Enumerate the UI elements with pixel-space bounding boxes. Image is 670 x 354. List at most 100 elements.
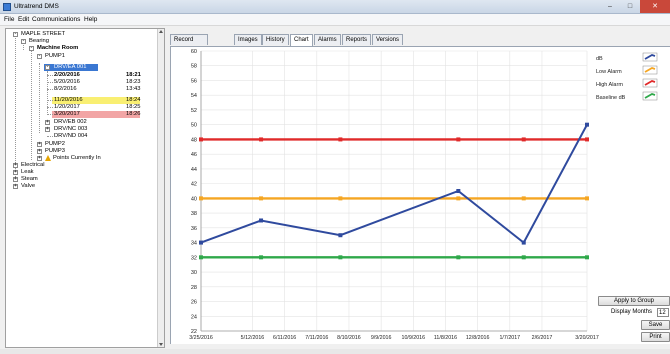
legend-label: Baseline dB	[596, 95, 626, 101]
expand-toggle[interactable]: -	[29, 45, 34, 51]
menu-edit[interactable]: Edit	[18, 16, 30, 23]
data-point	[585, 137, 589, 142]
display-months-input[interactable]: 12	[657, 308, 669, 317]
asset-tree[interactable]: - MAPLE STREET - Bearing - Machine Room …	[5, 28, 165, 348]
maximize-icon[interactable]: □	[627, 3, 633, 10]
y-tick-label: 54	[191, 93, 197, 99]
close-icon[interactable]: ✕	[640, 0, 670, 13]
menu-bar: File Edit Communications Help	[0, 14, 670, 26]
data-point	[338, 137, 343, 142]
tree-node-drv-ea-001[interactable]: DRV/EA 001	[54, 64, 87, 70]
tree-node-reading[interactable]: 5/20/2016 18:23	[54, 79, 144, 86]
tree-node-drv-nd-004[interactable]: DRV/ND 004	[54, 133, 88, 139]
data-point	[259, 196, 264, 201]
expand-toggle[interactable]: -	[37, 53, 42, 59]
menu-help[interactable]: Help	[84, 16, 98, 23]
y-tick-label: 40	[191, 196, 197, 202]
tree-node-pump2[interactable]: PUMP2	[45, 141, 65, 147]
tree-node-drv-eb-002[interactable]: DRV/EB 002	[54, 119, 87, 125]
expand-toggle[interactable]: +	[13, 176, 18, 182]
x-tick-label: 6/11/2016	[273, 335, 296, 341]
tree-node-points-currently-in[interactable]: Points Currently In	[53, 155, 101, 161]
tree-node-reading[interactable]: 1/20/2017 18:25	[54, 104, 144, 111]
tab-record-information[interactable]: Record Information	[170, 34, 209, 53]
reading-time: 18:26	[126, 111, 141, 117]
tree-node-leak[interactable]: Leak	[21, 169, 34, 175]
apply-to-group-button[interactable]: Apply to Group	[598, 296, 670, 306]
y-tick-label: 22	[191, 329, 197, 335]
tree-node-reading[interactable]: 8/2/2016 13:43	[54, 86, 144, 93]
tree-node-maple-street[interactable]: MAPLE STREET	[21, 31, 66, 37]
x-tick-label: 7/11/2016	[305, 335, 328, 341]
expand-toggle[interactable]: -	[13, 31, 18, 37]
tree-node-reading[interactable]: 3/20/2017 18:26	[54, 111, 144, 118]
legend-swatch	[644, 67, 656, 73]
tab-history[interactable]: History	[262, 34, 289, 45]
reading-time: 18:21	[126, 72, 141, 78]
expand-toggle[interactable]: +	[37, 148, 42, 154]
x-tick-label: 1/7/2017	[499, 335, 520, 341]
tab-chart[interactable]: Chart	[290, 34, 313, 46]
data-point	[199, 240, 203, 245]
tree-node-drv-nc-003[interactable]: DRV/NC 003	[54, 126, 88, 132]
reading-time: 18:24	[126, 97, 141, 103]
expand-toggle[interactable]: +	[45, 119, 50, 125]
y-tick-label: 44	[191, 167, 197, 173]
x-tick-label: 2/6/2017	[532, 335, 553, 341]
legend-label: dB	[596, 56, 603, 62]
data-point	[338, 233, 343, 238]
tree-node-reading[interactable]: 11/20/2016 18:24	[54, 97, 144, 104]
minimize-icon[interactable]: –	[608, 3, 612, 10]
tab-reports[interactable]: Reports	[342, 34, 372, 45]
tree-node-electrical[interactable]: Electrical	[21, 162, 45, 168]
tab-alarms[interactable]: Alarms	[314, 34, 341, 45]
legend-swatch	[644, 93, 656, 99]
x-tick-label: 11/8/2016	[434, 335, 457, 341]
tree-node-pump1[interactable]: PUMP1	[45, 53, 65, 59]
y-tick-label: 24	[191, 314, 197, 320]
title-bar: Ultratrend DMS – □ ✕	[0, 0, 670, 14]
reading-date: 11/20/2016	[54, 97, 83, 103]
chart-panel: 22 24 26 28 30 32 34 36 38 40 42 44 46 48 50 52 54 56 58 60…	[170, 46, 670, 344]
expand-toggle[interactable]: +	[37, 141, 42, 147]
tree-node-steam[interactable]: Steam	[21, 176, 38, 182]
y-tick-label: 46	[191, 152, 197, 158]
data-point	[521, 196, 526, 201]
legend-label: Low Alarm	[596, 69, 622, 75]
reading-time: 18:25	[126, 104, 141, 110]
expand-toggle[interactable]: -	[21, 38, 26, 44]
menu-file[interactable]: File	[4, 16, 15, 23]
y-tick-label: 34	[191, 241, 197, 247]
menu-communications[interactable]: Communications	[32, 16, 81, 23]
tab-versions[interactable]: Versions	[372, 34, 404, 45]
data-point	[199, 255, 203, 260]
expand-toggle[interactable]: +	[13, 162, 18, 168]
tree-node-machine-room[interactable]: Machine Room	[37, 45, 79, 51]
tree-node-bearing[interactable]: Bearing	[29, 38, 49, 44]
expand-toggle[interactable]: -	[45, 64, 50, 70]
x-tick-label: 5/12/2016	[241, 335, 265, 341]
tree-node-reading[interactable]: 2/20/2016 18:21	[54, 72, 144, 79]
x-tick-label: 10/9/2016	[402, 335, 426, 341]
expand-toggle[interactable]: +	[13, 169, 18, 175]
data-point	[199, 137, 203, 142]
reading-date: 2/20/2016	[54, 72, 80, 78]
tree-node-pump3[interactable]: PUMP3	[45, 148, 65, 154]
scroll-down-icon[interactable]	[159, 343, 163, 346]
tab-images[interactable]: Images	[234, 34, 262, 45]
data-point	[521, 255, 526, 260]
y-tick-label: 42	[191, 182, 197, 188]
scroll-up-icon[interactable]	[159, 30, 163, 33]
data-point	[521, 240, 526, 245]
save-button[interactable]: Save	[641, 320, 670, 330]
expand-toggle[interactable]: +	[37, 155, 42, 161]
expand-toggle[interactable]: +	[45, 126, 50, 132]
expand-toggle[interactable]: +	[13, 183, 18, 189]
print-button[interactable]: Print	[641, 332, 670, 342]
tree-node-valve[interactable]: Valve	[21, 183, 36, 189]
x-tick-label: 12/8/2016	[466, 335, 490, 341]
data-point	[259, 137, 264, 142]
y-tick-label: 56	[191, 78, 197, 84]
tree-scrollbar[interactable]	[157, 29, 164, 347]
